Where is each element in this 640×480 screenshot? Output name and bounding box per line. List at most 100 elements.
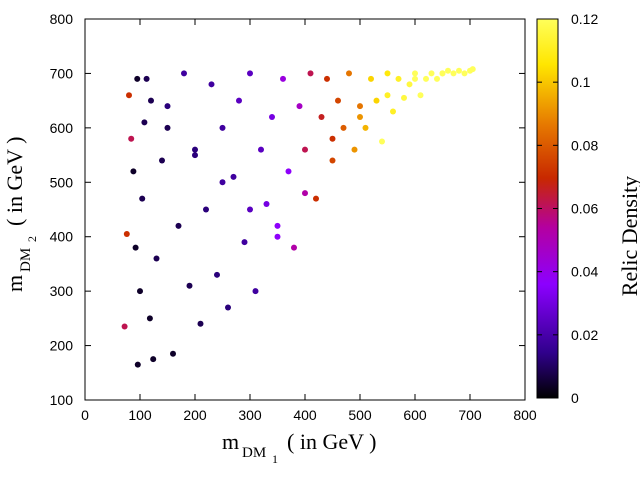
scatter-point [143, 75, 150, 82]
plot-frame [84, 18, 526, 401]
scatter-point [153, 255, 160, 262]
scatter-point [423, 75, 429, 82]
scatter-point [121, 323, 128, 330]
x-tick-label: 200 [183, 407, 207, 423]
svg-text:1: 1 [272, 452, 278, 466]
x-label-sub: DM [242, 445, 266, 461]
colorbar-tick-label: 0 [571, 390, 579, 406]
scatter-point [274, 233, 281, 240]
scatter-point [307, 70, 314, 77]
scatter-point [362, 124, 369, 131]
scatter-point [406, 81, 413, 88]
x-tick-label: 700 [458, 407, 482, 423]
y-tick-label: 100 [50, 392, 74, 408]
scatter-point [456, 67, 462, 74]
scatter-point [134, 361, 141, 368]
scatter-point [335, 97, 341, 104]
scatter-point [395, 75, 402, 82]
scatter-point [263, 201, 270, 208]
svg-text:( in GeV ): ( in GeV ) [2, 137, 27, 226]
scatter-point [170, 350, 176, 357]
x-tick-label: 400 [293, 407, 317, 423]
scatter-point [428, 70, 435, 77]
svg-text:m: m [222, 429, 239, 454]
scatter-point [379, 138, 385, 145]
scatter-point [181, 70, 187, 77]
scatter-point [130, 168, 137, 175]
scatter-point [445, 67, 451, 74]
scatter-point [186, 282, 193, 289]
scatter-point [346, 70, 352, 77]
scatter-point [241, 239, 248, 246]
scatter-point [247, 206, 253, 213]
scatter-point [329, 135, 336, 142]
scatter-point [219, 179, 226, 186]
scatter-point [274, 222, 281, 229]
x-ticks: 0 100 200 300 400 500 600 700 800 [81, 19, 537, 423]
svg-text:DM: DM [242, 445, 266, 461]
scatter-point [340, 124, 347, 131]
y-tick-label: 200 [50, 338, 74, 354]
scatter-point [208, 81, 215, 88]
svg-text:( in GeV ): ( in GeV ) [287, 429, 376, 454]
scatter-point [373, 97, 380, 104]
scatter-point [236, 97, 242, 104]
scatter-point [197, 320, 204, 327]
scatter-point [384, 70, 391, 77]
colorbar-tick-label: 0.02 [571, 327, 598, 343]
scatter-points [121, 66, 476, 368]
scatter-point [175, 222, 182, 229]
scatter-point [368, 75, 374, 82]
x-tick-label: 800 [513, 407, 537, 423]
x-label-subsub: 1 [272, 452, 278, 466]
x-tick-label: 0 [81, 407, 89, 423]
scatter-point [164, 103, 171, 110]
y-tick-label: 600 [50, 120, 74, 136]
y-label-base: m [2, 275, 27, 292]
svg-text:m: m [2, 275, 27, 292]
colorbar-label: Relic Density [617, 176, 640, 296]
scatter-point [357, 103, 363, 110]
scatter-point [461, 70, 468, 77]
colorbar-tick-label: 0.06 [571, 201, 598, 217]
scatter-point [318, 113, 325, 120]
y-tick-label: 800 [50, 11, 74, 27]
colorbar-tick-label: 0.04 [571, 264, 598, 280]
scatter-point [164, 124, 171, 131]
x-tick-label: 300 [238, 407, 262, 423]
scatter-point [390, 108, 396, 115]
x-tick-label: 100 [128, 407, 152, 423]
scatter-point [225, 304, 231, 311]
x-label-base: m [222, 429, 239, 454]
colorbar-tick-label: 0.12 [571, 11, 598, 27]
scatter-point [302, 190, 308, 197]
colorbar-ticks: 0 0.02 0.04 0.06 0.08 0.1 0.12 [537, 11, 598, 406]
scatter-point [252, 288, 259, 295]
scatter-point [126, 92, 132, 99]
scatter-point [351, 146, 358, 153]
svg-text:DM: DM [18, 248, 34, 272]
scatter-point [412, 75, 418, 82]
colorbar-tick-label: 0.1 [571, 74, 591, 90]
colorbar: 0 0.02 0.04 0.06 0.08 0.1 0.12 Relic Density [536, 11, 640, 406]
scatter-point [324, 75, 330, 82]
scatter-point [123, 230, 130, 237]
scatter-point [132, 244, 139, 251]
scatter-point [247, 70, 253, 77]
scatter-point [203, 206, 209, 213]
scatter-point [258, 146, 264, 153]
scatter-point [302, 146, 308, 153]
scatter-point [214, 271, 220, 278]
y-tick-label: 300 [50, 283, 74, 299]
scatter-point [357, 113, 363, 120]
scatter-point [439, 70, 446, 77]
y-ticks: 100 200 300 400 500 600 700 800 [50, 11, 525, 408]
scatter-point [141, 119, 148, 126]
scatter-point [134, 75, 141, 82]
scatter-point [412, 70, 418, 77]
scatter-point [159, 157, 165, 164]
scatter-point [148, 97, 154, 104]
y-label-subsub: 2 [25, 236, 39, 242]
scatter-point [150, 356, 157, 363]
